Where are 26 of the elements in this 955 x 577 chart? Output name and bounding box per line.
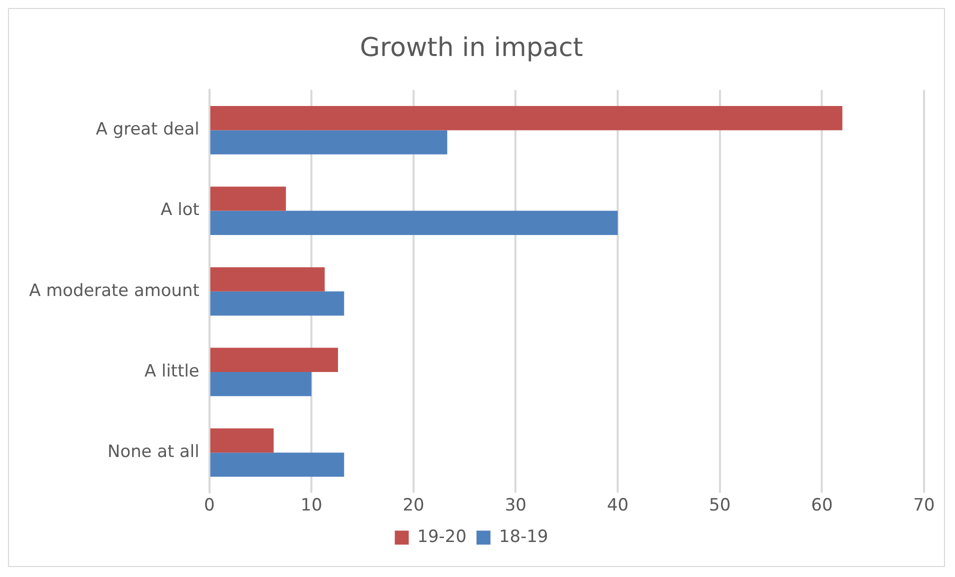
y-tick-label: A little [144,360,200,380]
bar [210,210,618,235]
legend-label: 19-20 [417,526,466,546]
bar [210,372,312,396]
x-tick-label: 70 [913,494,935,514]
y-tick-label: None at all [108,440,200,461]
y-tick-label: A lot [160,199,200,220]
bar [210,428,274,453]
bar [210,348,338,372]
bar [210,130,448,154]
legend-label: 18-19 [498,526,548,546]
bar [210,267,325,292]
x-tick-label: 0 [204,494,215,514]
x-tick-label: 50 [709,494,731,514]
bar [210,186,286,211]
x-tick-label: 60 [811,494,833,514]
bar [210,291,344,316]
bar [210,106,842,130]
x-tick-label: 10 [300,494,322,514]
y-tick-label: A great deal [96,118,200,139]
y-tick-label: A moderate amount [29,280,200,300]
x-tick-label: 30 [504,494,526,514]
chart-title: Growth in impact [360,33,584,64]
bar [210,452,344,477]
x-tick-label: 20 [402,494,424,514]
x-tick-label: 40 [606,494,629,514]
